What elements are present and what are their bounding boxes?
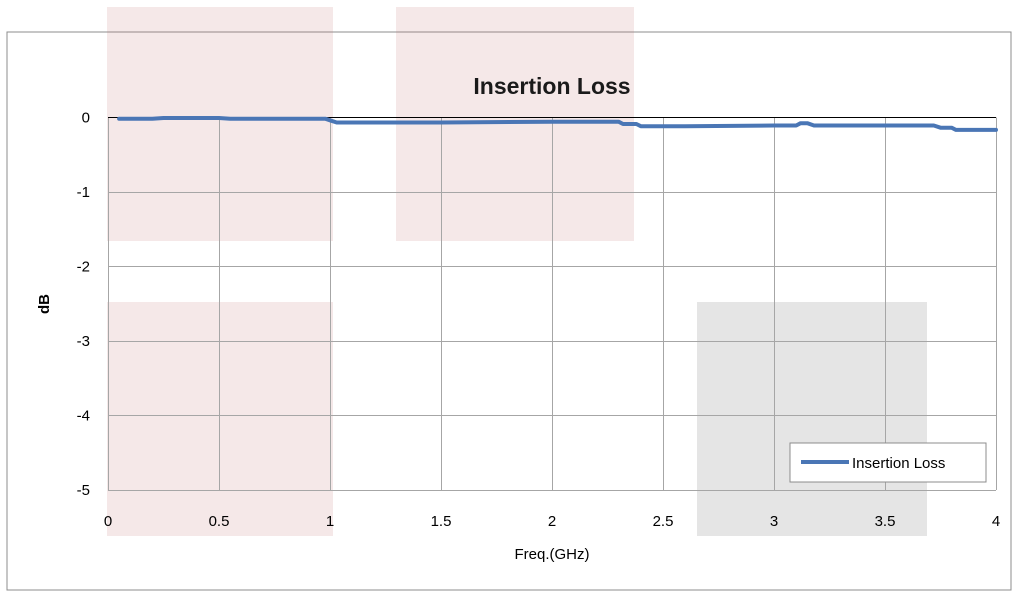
x-tick-label: 4 bbox=[992, 513, 1000, 530]
tick-labels: 0 0.5 1 1.5 2 2.5 3 3.5 4 0 -1 -2 -3 -4 -5 bbox=[77, 109, 1001, 530]
series-line bbox=[117, 116, 998, 132]
legend-label: Insertion Loss bbox=[852, 455, 945, 472]
y-tick-label: -3 bbox=[77, 333, 90, 350]
series-layer bbox=[117, 116, 998, 132]
x-tick-label: 0.5 bbox=[209, 513, 230, 530]
watermark-block bbox=[697, 302, 927, 536]
x-tick-label: 3 bbox=[770, 513, 778, 530]
y-tick-label: -5 bbox=[77, 482, 90, 499]
legend: Insertion Loss bbox=[789, 442, 987, 483]
chart-title: Insertion Loss bbox=[473, 73, 630, 99]
x-tick-label: 3.5 bbox=[875, 513, 896, 530]
x-tick-label: 1 bbox=[326, 513, 334, 530]
x-tick-label: 2 bbox=[548, 513, 556, 530]
x-tick-label: 1.5 bbox=[431, 513, 452, 530]
gridlines bbox=[108, 116, 997, 491]
y-tick-label: -2 bbox=[77, 258, 90, 275]
x-axis-title: Freq.(GHz) bbox=[515, 546, 590, 563]
y-tick-label: 0 bbox=[82, 109, 90, 126]
x-tick-label: 0 bbox=[104, 513, 112, 530]
y-axis-title: dB bbox=[36, 294, 53, 314]
x-tick-label: 2.5 bbox=[653, 513, 674, 530]
y-tick-label: -4 bbox=[77, 407, 90, 424]
y-tick-label: -1 bbox=[77, 184, 90, 201]
